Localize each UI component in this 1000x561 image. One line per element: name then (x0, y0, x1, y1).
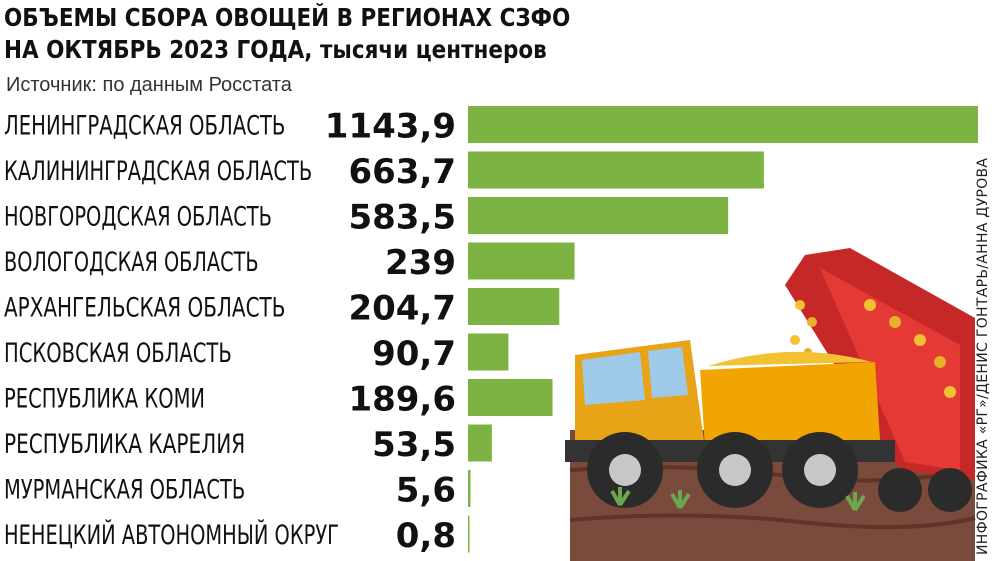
chart-title: ОБЪЕМЫ СБОРА ОВОЩЕЙ В РЕГИОНАХ СЗФО НА О… (4, 2, 570, 66)
category-label-10: НЕНЕЦКИЙ АВТОНОМНЫЙ ОКРУГ (4, 519, 339, 551)
value-label-2: 663,7 (348, 152, 456, 192)
category-label-3: НОВГОРОДСКАЯ ОБЛАСТЬ (4, 202, 272, 233)
bar-3 (468, 197, 729, 234)
category-label-4: ВОЛОГОДСКАЯ ОБЛАСТЬ (4, 247, 259, 278)
chart-source: Источник: по данным Росстата (6, 74, 292, 96)
bars-group (468, 106, 978, 553)
value-label-8: 53,5 (372, 425, 456, 465)
category-label-6: ПСКОВСКАЯ ОБЛАСТЬ (4, 338, 232, 369)
chart-title-line-1: ОБЪЕМЫ СБОРА ОВОЩЕЙ В РЕГИОНАХ СЗФО (4, 3, 571, 32)
value-label-10: 0,8 (396, 516, 456, 556)
bar-9 (468, 470, 471, 507)
value-label-3: 583,5 (348, 198, 456, 238)
harvest-truck-illustration (565, 248, 976, 561)
value-label-1: 1143,9 (325, 107, 456, 147)
bar-5 (468, 288, 560, 325)
value-label-7: 189,6 (348, 380, 456, 420)
bar-1 (468, 106, 978, 143)
bar-7 (468, 379, 553, 416)
bar-4 (468, 242, 575, 280)
category-label-5: АРХАНГЕЛЬСКАЯ ОБЛАСТЬ (4, 293, 285, 324)
infographic-credit: ИНФОГРАФИКА «РГ»/ДЕНИС ГОНТАРЬ/АННА ДУРО… (975, 157, 991, 555)
category-label-1: ЛЕНИНГРАДСКАЯ ОБЛАСТЬ (4, 111, 285, 142)
value-label-6: 90,7 (372, 334, 456, 374)
category-label-2: КАЛИНИНГРАДСКАЯ ОБЛАСТЬ (4, 156, 312, 187)
chart-title-line-2: НА ОКТЯБРЬ 2023 ГОДА, тысячи центнеров (4, 35, 547, 64)
bar-2 (468, 151, 764, 189)
bar-10 (468, 515, 470, 553)
category-label-7: РЕСПУБЛИКА КОМИ (4, 384, 205, 415)
category-label-8: РЕСПУБЛИКА КАРЕЛИЯ (4, 429, 245, 460)
value-labels: 1143,9 663,7 583,5 239 204,7 90,7 189,6 53,5 5,6… (325, 107, 456, 557)
bar-6 (468, 333, 509, 371)
category-label-9: МУРМАНСКАЯ ОБЛАСТЬ (4, 475, 245, 506)
category-labels: ЛЕНИНГРАДСКАЯ ОБЛАСТЬ КАЛИНИНГРАДСКАЯ ОБЛ… (4, 111, 339, 552)
value-label-4: 239 (385, 243, 456, 283)
value-label-9: 5,6 (396, 471, 456, 511)
bar-8 (468, 424, 492, 462)
value-label-5: 204,7 (348, 289, 456, 329)
